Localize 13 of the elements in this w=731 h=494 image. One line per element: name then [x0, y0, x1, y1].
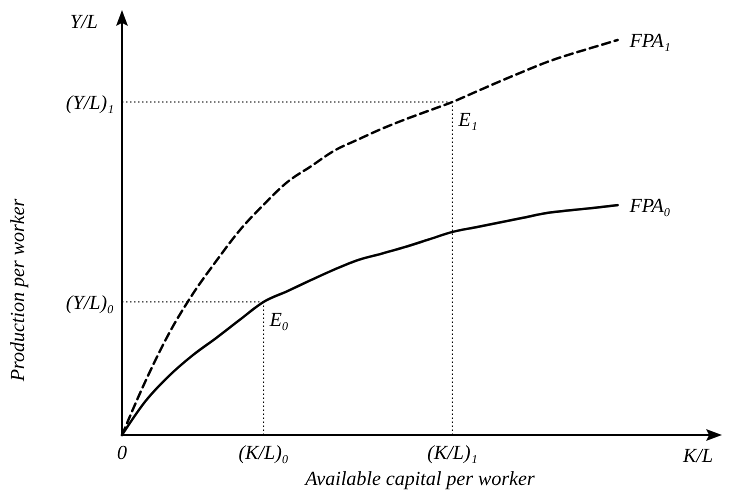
text: Y/L [70, 11, 98, 33]
x-tick-label: (K/L)₀ [238, 442, 289, 464]
series-label: FPA₁ [628, 30, 671, 52]
x-axis-title: Available capital per worker [303, 468, 535, 490]
annotation: E₀ [268, 308, 289, 331]
series-label: FPA₀ [628, 195, 671, 218]
x-tick-label: 0 [117, 442, 127, 464]
ref-line-label: (Y/L)₁ [66, 92, 114, 114]
annotation: E₁ [457, 109, 478, 132]
ref-line-label: (Y/L)₀ [66, 292, 114, 314]
x-tick-label: (K/L)₁ [427, 442, 478, 464]
text: K/L [682, 445, 714, 467]
y-axis-title: Production per worker [7, 198, 29, 382]
